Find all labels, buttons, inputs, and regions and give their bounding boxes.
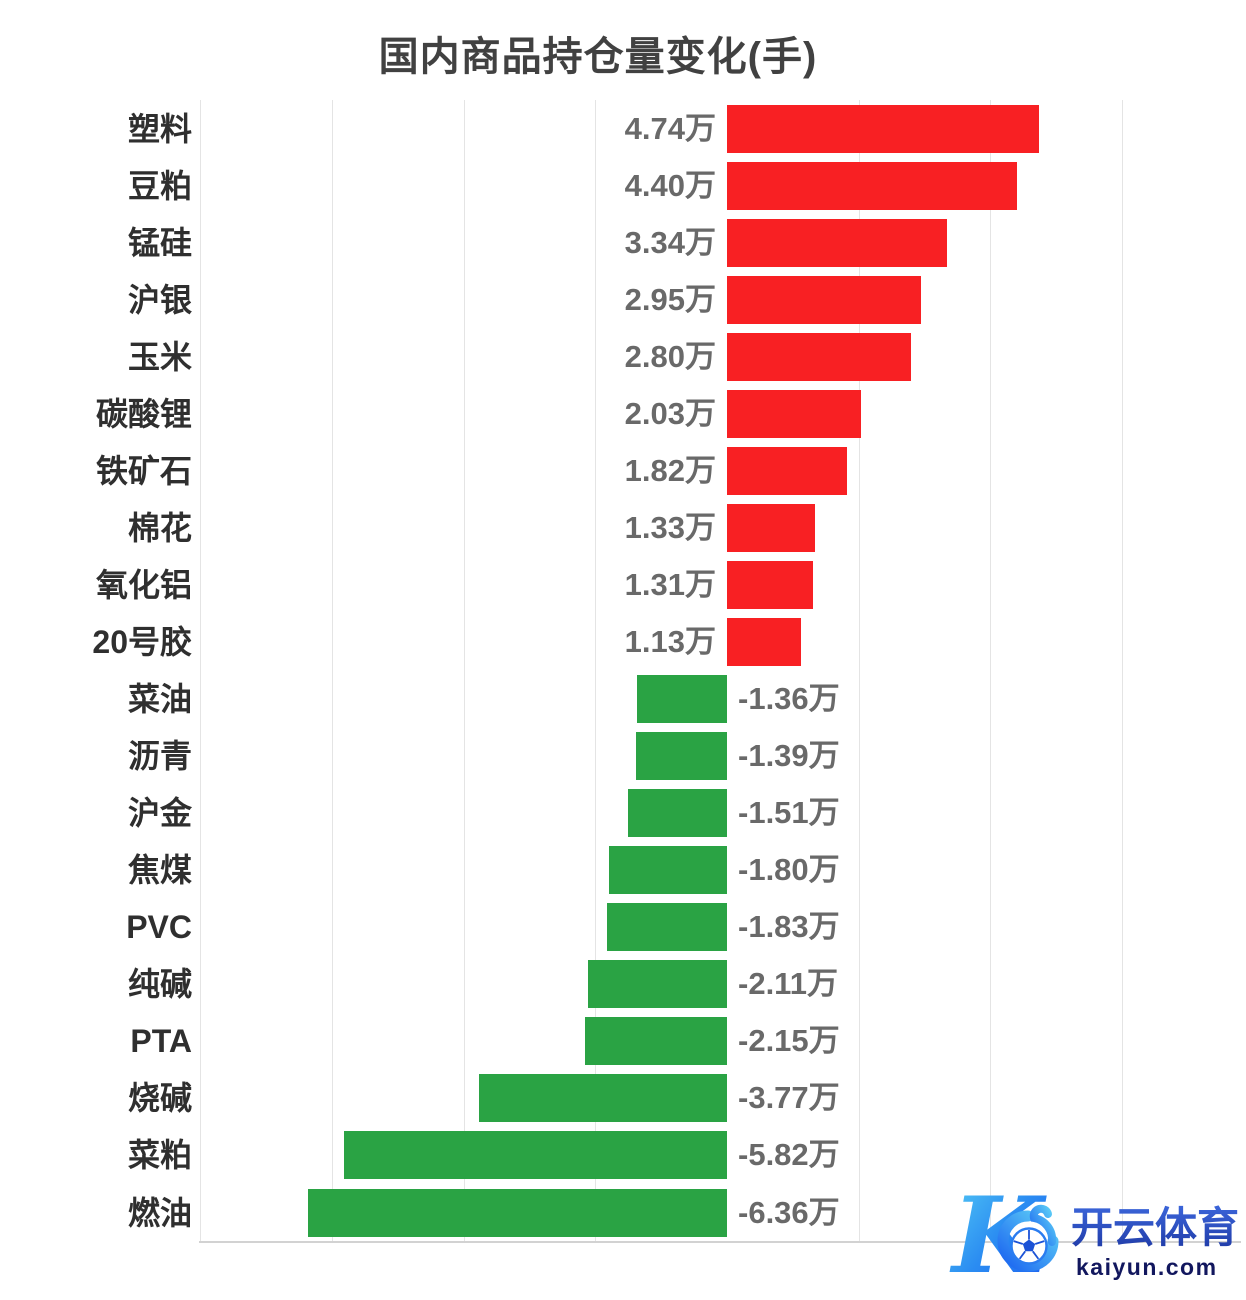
bar-positive bbox=[727, 218, 947, 267]
category-label: 棉花 bbox=[127, 509, 192, 546]
value-label: -2.11万 bbox=[738, 966, 838, 1002]
bar-positive bbox=[727, 161, 1017, 210]
category-label: 玉米 bbox=[127, 338, 192, 375]
plot-area bbox=[199, 100, 1241, 1243]
bar-positive bbox=[727, 275, 922, 324]
gridline bbox=[1122, 100, 1124, 1241]
bar-positive bbox=[727, 618, 802, 666]
gridline bbox=[200, 100, 202, 1241]
watermark-brand-text: 开云体育 bbox=[1071, 1204, 1239, 1251]
value-label: 1.31万 bbox=[624, 566, 716, 602]
category-label: 铁矿石 bbox=[95, 452, 192, 489]
value-label: -1.80万 bbox=[738, 852, 840, 888]
bar-positive bbox=[727, 389, 861, 438]
category-label: 氧化铝 bbox=[95, 566, 192, 603]
value-label: -1.36万 bbox=[738, 681, 840, 716]
category-label: 烧碱 bbox=[127, 1080, 192, 1117]
value-label: 1.13万 bbox=[624, 624, 716, 659]
gridline bbox=[595, 100, 597, 1241]
category-label: PVC bbox=[126, 909, 192, 946]
category-label: 沪银 bbox=[127, 281, 192, 318]
bar-positive bbox=[727, 503, 815, 552]
category-label: 纯碱 bbox=[127, 966, 192, 1003]
category-label: 沪金 bbox=[127, 795, 192, 832]
value-label: 1.82万 bbox=[624, 452, 716, 488]
bar-negative bbox=[308, 1188, 727, 1237]
value-label: -1.83万 bbox=[738, 909, 840, 945]
bar-positive bbox=[727, 446, 847, 495]
category-label: 沥青 bbox=[127, 738, 192, 775]
soccer-ball-icon bbox=[1010, 1227, 1048, 1265]
value-label: 4.40万 bbox=[624, 167, 716, 203]
value-label: -3.77万 bbox=[738, 1080, 840, 1116]
watermark-logo: K 开云体育 kaiyun.com bbox=[949, 1180, 1239, 1292]
bar-negative bbox=[478, 1074, 727, 1123]
bar-negative bbox=[588, 960, 727, 1009]
value-label: -5.82万 bbox=[738, 1137, 840, 1173]
gridline bbox=[463, 100, 465, 1241]
value-label: -1.51万 bbox=[738, 795, 840, 831]
category-label: 菜粕 bbox=[127, 1137, 192, 1174]
category-label: 燃油 bbox=[127, 1194, 192, 1231]
category-label: 碳酸锂 bbox=[95, 395, 192, 432]
value-label: -2.15万 bbox=[738, 1023, 840, 1059]
category-label: 20号胶 bbox=[92, 624, 192, 660]
value-label: 2.03万 bbox=[624, 395, 716, 431]
bar-negative bbox=[637, 675, 727, 723]
bar-positive bbox=[727, 560, 814, 609]
value-label: -1.39万 bbox=[738, 738, 840, 774]
logo-swirl-ring bbox=[997, 1210, 1059, 1272]
category-label: PTA bbox=[130, 1023, 192, 1060]
category-label: 锰硅 bbox=[127, 224, 192, 261]
gridline bbox=[990, 100, 992, 1241]
bar-positive bbox=[727, 332, 912, 381]
bar-negative bbox=[627, 789, 727, 838]
value-label: 3.34万 bbox=[624, 224, 716, 260]
bar-positive bbox=[727, 104, 1040, 153]
value-label: -6.36万 bbox=[738, 1194, 840, 1230]
gridline bbox=[858, 100, 860, 1241]
category-label: 塑料 bbox=[127, 110, 192, 147]
value-label: 1.33万 bbox=[624, 509, 716, 545]
value-label: 2.95万 bbox=[624, 281, 716, 317]
category-label: 豆粕 bbox=[127, 167, 192, 204]
category-label: 菜油 bbox=[127, 681, 192, 717]
bar-negative bbox=[606, 903, 727, 952]
chart-title: 国内商品持仓量变化(手) bbox=[378, 35, 818, 79]
gridline bbox=[331, 100, 333, 1241]
bar-negative bbox=[343, 1131, 727, 1180]
bar-negative bbox=[635, 732, 727, 781]
value-label: 2.80万 bbox=[624, 338, 716, 374]
bar-negative bbox=[585, 1017, 727, 1066]
value-label: 4.74万 bbox=[624, 110, 716, 146]
category-label: 焦煤 bbox=[127, 852, 192, 889]
logo-swirl-curl bbox=[1029, 1204, 1057, 1246]
watermark-domain-text: kaiyun.com bbox=[1076, 1254, 1218, 1280]
bar-negative bbox=[608, 846, 727, 895]
